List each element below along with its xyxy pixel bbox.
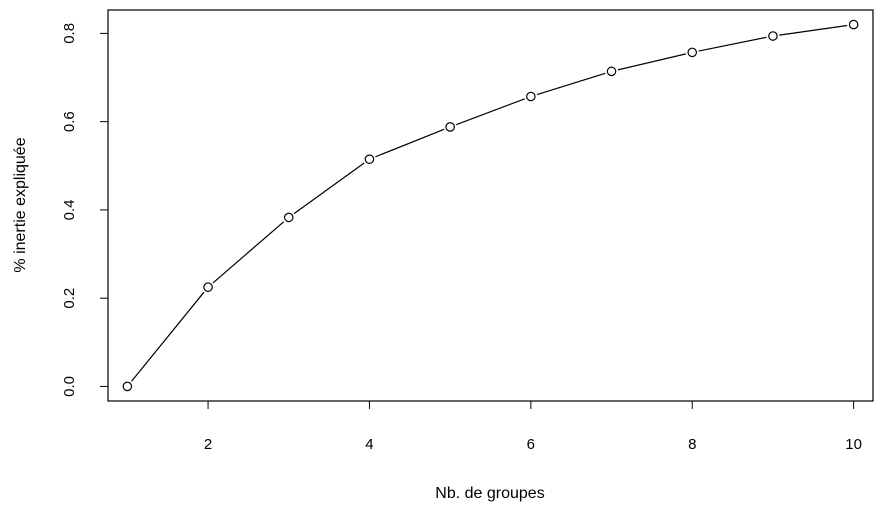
x-axis-title: Nb. de groupes bbox=[435, 485, 544, 502]
x-tick-label: 4 bbox=[365, 436, 373, 453]
data-point bbox=[283, 212, 294, 223]
data-point bbox=[687, 47, 698, 58]
x-axis: 2 4 6 8 10 bbox=[204, 400, 862, 453]
y-axis: 0.0 0.2 0.4 0.6 0.8 bbox=[61, 23, 109, 397]
y-tick-label: 0.0 bbox=[61, 376, 78, 397]
x-tick-label: 6 bbox=[527, 436, 535, 453]
series-line-segment bbox=[293, 162, 365, 215]
data-point bbox=[445, 122, 455, 132]
data-point bbox=[203, 282, 213, 292]
data-point bbox=[122, 381, 133, 392]
y-tick-label: 0.2 bbox=[61, 288, 78, 309]
series-line-segment bbox=[779, 24, 848, 36]
y-tick-label: 0.4 bbox=[61, 199, 78, 220]
data-point bbox=[364, 154, 375, 164]
series-line-segment bbox=[375, 128, 445, 158]
data-point bbox=[606, 66, 617, 77]
series-line-segment bbox=[131, 291, 205, 382]
series-line-segment bbox=[536, 72, 606, 96]
series-line-segment bbox=[617, 53, 687, 71]
x-tick-label: 2 bbox=[204, 436, 212, 453]
x-tick-label: 10 bbox=[845, 436, 862, 453]
y-axis-title: % inertie expliquée bbox=[12, 137, 29, 272]
y-tick-label: 0.6 bbox=[61, 111, 78, 132]
data-point bbox=[526, 91, 536, 102]
x-tick-label: 8 bbox=[688, 436, 696, 453]
y-tick-label: 0.8 bbox=[61, 23, 78, 44]
series bbox=[122, 19, 859, 392]
data-point bbox=[768, 31, 778, 41]
series-line-segment bbox=[212, 221, 285, 284]
series-line-segment bbox=[456, 98, 525, 126]
series-line-segment bbox=[698, 36, 767, 52]
data-point bbox=[848, 19, 859, 30]
plot-frame bbox=[107, 9, 874, 402]
